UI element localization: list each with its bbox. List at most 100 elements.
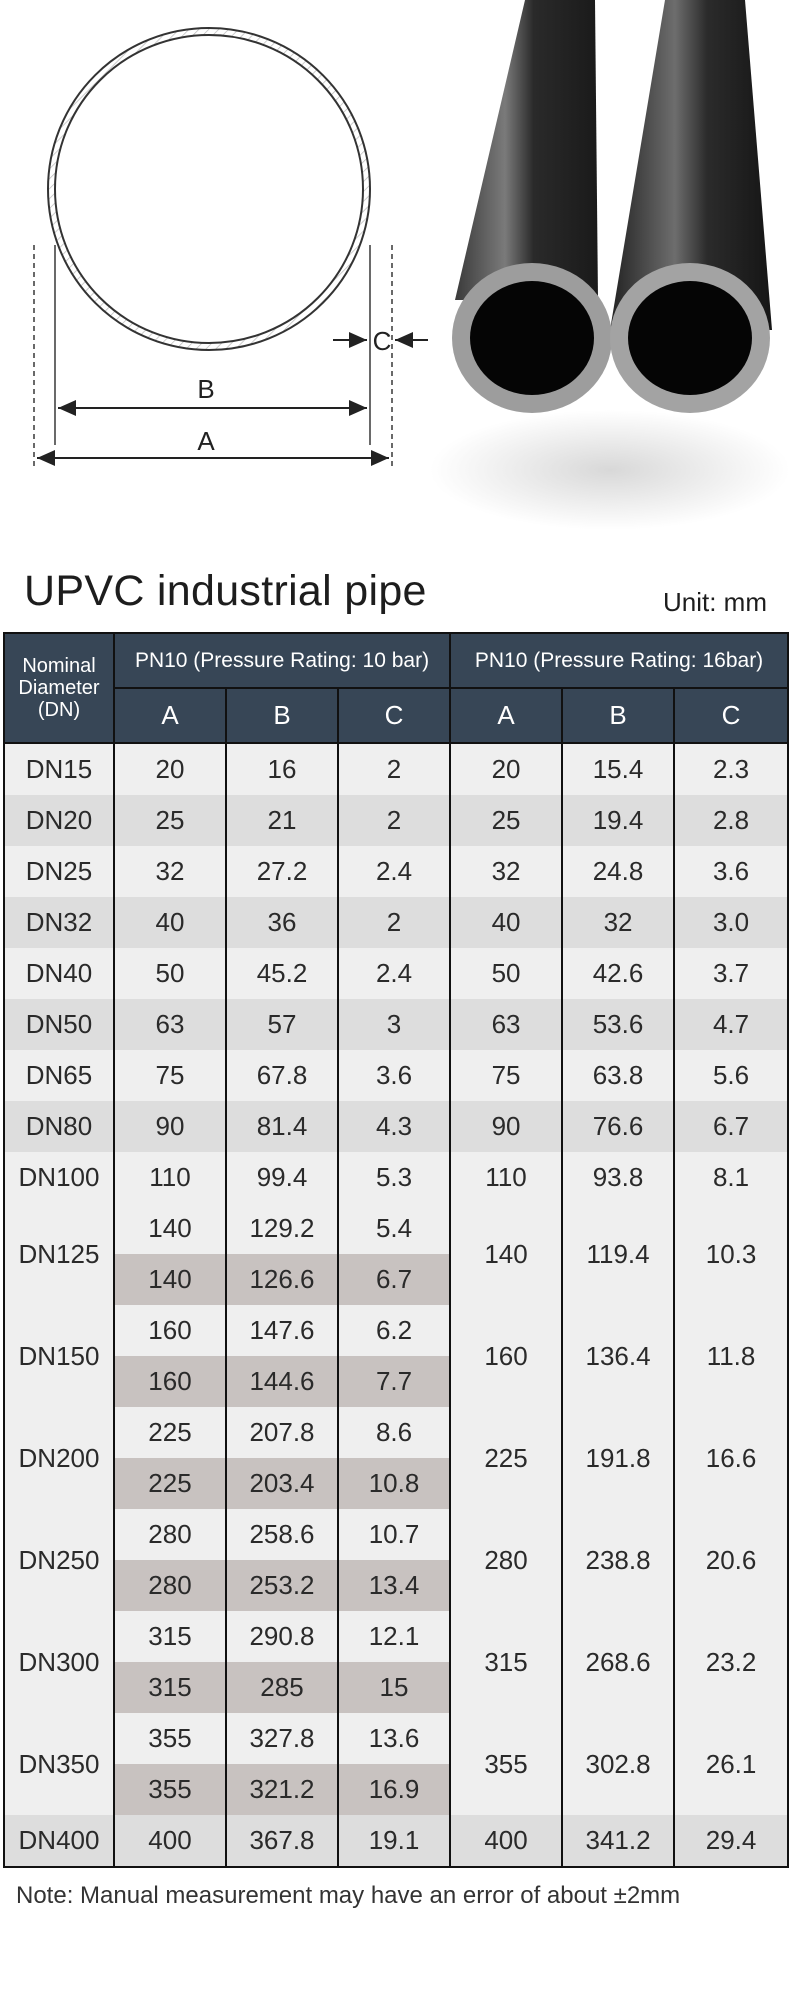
header-col-c: C bbox=[673, 687, 790, 744]
header-group-pn10-10bar: PN10 (Pressure Rating: 10 bar) bbox=[112, 632, 452, 689]
table-row: DN50 63 57 3 63 53.6 4.7 bbox=[3, 999, 790, 1050]
table-cell: 2.4 bbox=[336, 948, 452, 999]
table-row: DN20 25 21 2 25 19.4 2.8 bbox=[3, 795, 790, 846]
table-cell: 207.8 bbox=[225, 1407, 339, 1458]
table-cell: 238.8 bbox=[561, 1509, 676, 1611]
table-cell: 160 bbox=[113, 1305, 227, 1356]
table-cell: 32 bbox=[113, 846, 227, 897]
table-cell: 280 bbox=[449, 1509, 564, 1611]
dn-cell: DN300 bbox=[3, 1611, 115, 1713]
table-row: DN125 140 129.2 5.4 140 119.4 10.3 bbox=[3, 1203, 790, 1305]
table-row: DN300 315 290.8 12.1 315 268.6 23.2 bbox=[3, 1611, 790, 1713]
table-row: DN400 400 367.8 19.1 400 341.2 29.4 bbox=[3, 1815, 790, 1868]
table-cell: 8.6 bbox=[336, 1407, 452, 1458]
header-col-a: A bbox=[449, 687, 564, 744]
table-sub-row: 225 203.4 10.8 bbox=[4, 1458, 788, 1509]
dn-cell: DN100 bbox=[3, 1152, 115, 1203]
dn-cell: DN25 bbox=[3, 846, 115, 897]
table-cell: 119.4 bbox=[561, 1203, 676, 1305]
table-cell: 140 bbox=[449, 1203, 564, 1305]
dn-cell: DN250 bbox=[3, 1509, 115, 1611]
table-sub-row: 140 126.6 6.7 bbox=[4, 1254, 788, 1305]
table-cell: 50 bbox=[113, 948, 227, 999]
table-cell: 8.1 bbox=[673, 1152, 790, 1203]
dn-cell: DN40 bbox=[3, 948, 115, 999]
table-cell: 93.8 bbox=[561, 1152, 676, 1203]
table-cell: 23.2 bbox=[673, 1611, 790, 1713]
table-cell: 2.4 bbox=[336, 846, 452, 897]
table-cell: 290.8 bbox=[225, 1611, 339, 1662]
table-cell: 136.4 bbox=[561, 1305, 676, 1407]
table-cell: 315 bbox=[113, 1611, 227, 1662]
table-cell: 321.2 bbox=[225, 1764, 339, 1815]
table-cell: 160 bbox=[113, 1356, 227, 1407]
table-cell: 20 bbox=[113, 743, 227, 795]
table-cell: 11.8 bbox=[673, 1305, 790, 1407]
page-title: UPVC industrial pipe bbox=[24, 567, 427, 615]
table-cell: 110 bbox=[113, 1152, 227, 1203]
table-cell: 75 bbox=[113, 1050, 227, 1101]
table-cell: 20 bbox=[449, 743, 564, 795]
unit-label: Unit: mm bbox=[663, 587, 767, 617]
dimension-c-label: C bbox=[373, 326, 392, 356]
dn-cell: DN80 bbox=[3, 1101, 115, 1152]
table-cell: 32 bbox=[561, 897, 676, 948]
table-cell: 203.4 bbox=[225, 1458, 339, 1509]
header-group-pn10-16bar: PN10 (Pressure Rating: 16bar) bbox=[449, 632, 790, 689]
dn-cell: DN350 bbox=[3, 1713, 115, 1815]
table-cell: 268.6 bbox=[561, 1611, 676, 1713]
table-cell: 36 bbox=[225, 897, 339, 948]
header-nominal-diameter: Nominal Diameter (DN) bbox=[3, 632, 115, 744]
table-cell: 63 bbox=[449, 999, 564, 1050]
table-cell: 24.8 bbox=[561, 846, 676, 897]
table-cell: 285 bbox=[225, 1662, 339, 1713]
table-row: DN200 225 207.8 8.6 225 191.8 16.6 bbox=[3, 1407, 790, 1509]
dn-cell: DN200 bbox=[3, 1407, 115, 1509]
table-row: DN65 75 67.8 3.6 75 63.8 5.6 bbox=[3, 1050, 790, 1101]
table-row: DN25 32 27.2 2.4 32 24.8 3.6 bbox=[3, 846, 790, 897]
pipe-bore bbox=[54, 34, 364, 344]
table-cell: 129.2 bbox=[225, 1203, 339, 1254]
table-cell: 57 bbox=[225, 999, 339, 1050]
pipe-spec-table: Nominal Diameter (DN) PN10 (Pressure Rat… bbox=[3, 632, 790, 1868]
table-cell: 10.7 bbox=[336, 1509, 452, 1560]
table-cell: 315 bbox=[449, 1611, 564, 1713]
table-cell: 3.0 bbox=[673, 897, 790, 948]
table-cell: 50 bbox=[449, 948, 564, 999]
table-cell: 67.8 bbox=[225, 1050, 339, 1101]
table-cell: 225 bbox=[113, 1458, 227, 1509]
table-row: DN350 355 327.8 13.6 355 302.8 26.1 bbox=[3, 1713, 790, 1815]
table-cell: 5.3 bbox=[336, 1152, 452, 1203]
table-cell: 355 bbox=[449, 1713, 564, 1815]
table-cell: 27.2 bbox=[225, 846, 339, 897]
dn-cell: DN400 bbox=[3, 1815, 115, 1868]
table-cell: 6.7 bbox=[673, 1101, 790, 1152]
table-cell: 315 bbox=[113, 1662, 227, 1713]
table-cell: 191.8 bbox=[561, 1407, 676, 1509]
table-cell: 10.3 bbox=[673, 1203, 790, 1305]
table-cell: 253.2 bbox=[225, 1560, 339, 1611]
dn-cell: DN65 bbox=[3, 1050, 115, 1101]
table-cell: 3.6 bbox=[673, 846, 790, 897]
table-cell: 110 bbox=[449, 1152, 564, 1203]
table-cell: 76.6 bbox=[561, 1101, 676, 1152]
table-cell: 16 bbox=[225, 743, 339, 795]
table-cell: 4.7 bbox=[673, 999, 790, 1050]
table-cell: 45.2 bbox=[225, 948, 339, 999]
table-cell: 280 bbox=[113, 1560, 227, 1611]
table-sub-row: 280 253.2 13.4 bbox=[4, 1560, 788, 1611]
table-cell: 140 bbox=[113, 1254, 227, 1305]
header-col-b: B bbox=[561, 687, 676, 744]
dn-cell: DN125 bbox=[3, 1203, 115, 1305]
table-cell: 126.6 bbox=[225, 1254, 339, 1305]
table-cell: 53.6 bbox=[561, 999, 676, 1050]
table-cell: 4.3 bbox=[336, 1101, 452, 1152]
table-cell: 144.6 bbox=[225, 1356, 339, 1407]
table-cell: 19.4 bbox=[561, 795, 676, 846]
table-cell: 7.7 bbox=[336, 1356, 452, 1407]
table-cell: 20.6 bbox=[673, 1509, 790, 1611]
table-cell: 99.4 bbox=[225, 1152, 339, 1203]
table-cell: 5.4 bbox=[336, 1203, 452, 1254]
table-cell: 40 bbox=[449, 897, 564, 948]
table-cell: 2.3 bbox=[673, 743, 790, 795]
